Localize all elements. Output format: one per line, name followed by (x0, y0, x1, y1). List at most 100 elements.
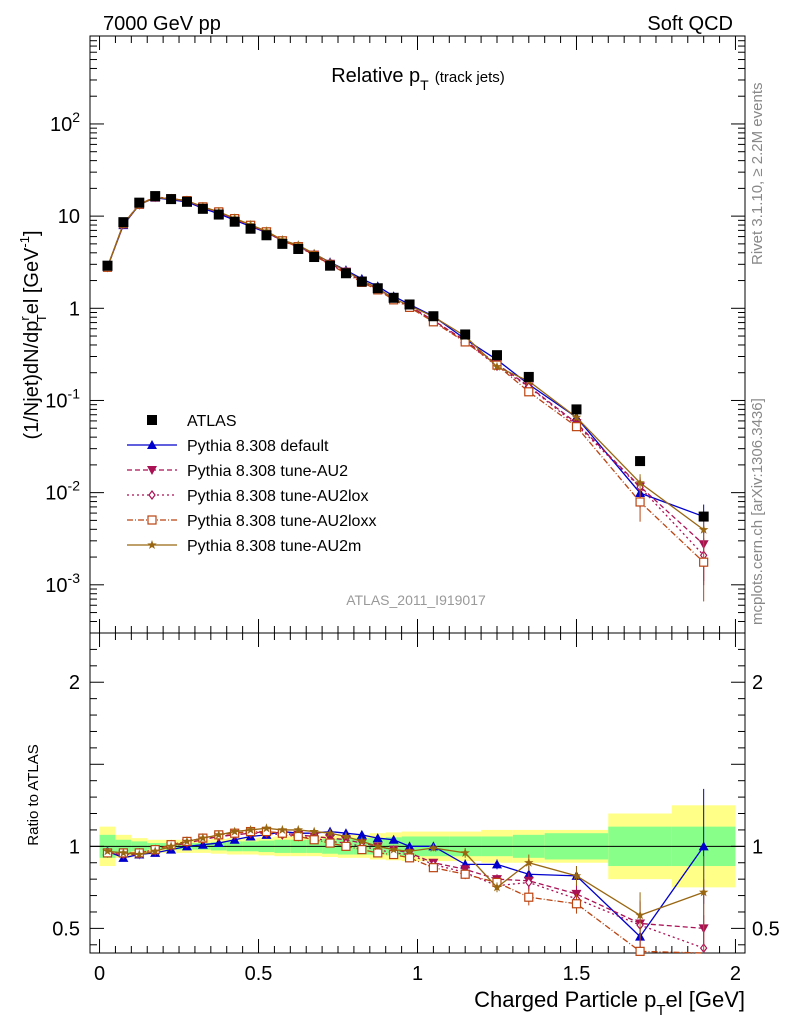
legend-label: Pythia 8.308 tune-AU2 (187, 463, 348, 480)
marker-star (214, 829, 224, 839)
marker-square-open (147, 515, 157, 525)
marker-square (213, 209, 224, 220)
marker-star (404, 846, 415, 856)
marker-star (571, 412, 582, 422)
marker-star (698, 524, 709, 534)
marker-triangle-down (147, 466, 157, 475)
marker-square (245, 223, 256, 234)
marker-square (134, 197, 145, 208)
marker-square (150, 191, 161, 202)
marker-square-open (428, 863, 438, 873)
marker-square (147, 415, 157, 425)
marker-star (182, 836, 192, 846)
marker-square-open (571, 422, 582, 432)
marker-square-open (404, 853, 415, 863)
legend: ATLAS Pythia 8.308 default Pythia 8.308 tu… (127, 413, 376, 555)
marker-square-open (524, 892, 534, 902)
marker-triangle-up (388, 834, 399, 844)
marker-square (388, 292, 399, 303)
header-left: 7000 GeV pp (103, 13, 221, 35)
y-tick-label: 102 (50, 109, 80, 136)
marker-triangle-up (147, 440, 157, 449)
marker-square (698, 511, 709, 522)
marker-star (492, 882, 502, 892)
x-tick-label: 0 (94, 963, 105, 985)
legend-label: ATLAS (187, 413, 237, 430)
x-tick-label: 1 (412, 963, 423, 985)
ratio-y-axis-label: Ratio to ATLAS (25, 744, 42, 845)
legend-label: Pythia 8.308 default (187, 438, 329, 455)
marker-star (261, 823, 272, 833)
marker-star (293, 824, 304, 834)
marker-star (357, 836, 367, 846)
marker-diamond-open (525, 877, 533, 888)
marker-star (325, 828, 335, 838)
marker-star (341, 831, 351, 841)
marker-star (229, 826, 240, 836)
ratio-tick-label-left: 1 (69, 836, 80, 858)
legend-label: Pythia 8.308 tune-AU2m (187, 538, 361, 555)
marker-square (118, 217, 129, 228)
marker-square-open (325, 838, 335, 848)
marker-square (229, 216, 240, 227)
legend-label: Pythia 8.308 tune-AU2lox (187, 488, 368, 505)
marker-square-open (341, 841, 351, 851)
marker-star (309, 826, 319, 836)
marker-star (460, 847, 470, 857)
y-tick-label: 10 (58, 206, 80, 228)
marker-square-open (460, 869, 470, 879)
marker-star (492, 361, 502, 371)
marker-square-open (357, 845, 367, 855)
x-tick-label: 1.5 (563, 963, 591, 985)
marker-square-open (373, 848, 383, 858)
marker-star (245, 824, 256, 834)
rivet-label: Rivet 3.1.10, ≥ 2.2M events (749, 83, 766, 266)
marker-square (309, 252, 320, 263)
marker-square (166, 194, 177, 205)
mcplots-label: mcplots.cern.ch [arXiv:1306.3436] (749, 398, 766, 625)
marker-square (428, 311, 439, 322)
marker-square (356, 276, 367, 287)
ratio-tick-label-left: 0.5 (52, 918, 80, 940)
main-panel: 10-3 10-2 10-1 1 10 102 Relative pT (track jet… (17, 35, 746, 634)
marker-triangle-up (404, 841, 415, 851)
marker-square-open (309, 835, 319, 845)
marker-square (372, 283, 383, 294)
ratio-axis-ticks: 0 0.5 1 1.5 2 0.5 0.5 1 1 2 2 (52, 633, 780, 985)
marker-diamond-open (148, 490, 156, 500)
marker-square (571, 404, 582, 415)
marker-star (428, 842, 439, 853)
marker-square (197, 203, 208, 214)
marker-triangle-up (698, 841, 709, 851)
marker-star (388, 844, 399, 854)
ratio-tick-label-right: 1 (752, 836, 763, 858)
marker-square-open (524, 387, 534, 397)
x-axis-label: Charged Particle pTel [GeV] (474, 987, 745, 1019)
y-tick-label: 1 (69, 298, 80, 320)
header-right: Soft QCD (647, 13, 733, 35)
marker-square (491, 350, 502, 361)
marker-star (134, 849, 145, 859)
marker-square (277, 238, 288, 249)
marker-star (147, 540, 157, 550)
marker-square-open (699, 557, 709, 567)
marker-star (372, 841, 383, 851)
y-axis-label: (1/Njet)dN/dpr Tel [GeV-1] (17, 230, 49, 439)
ratio-tick-label-right: 0.5 (752, 918, 780, 940)
marker-star (102, 846, 113, 856)
marker-triangle-up (213, 838, 224, 848)
y-tick-label: 10-1 (45, 385, 80, 412)
marker-square (261, 230, 272, 241)
marker-square-open (389, 849, 399, 860)
ratio-series (102, 788, 709, 956)
marker-star (150, 846, 160, 856)
marker-square (325, 260, 336, 271)
marker-square-open (293, 831, 303, 842)
marker-star (277, 824, 288, 834)
marker-star (166, 841, 176, 851)
marker-square-open (635, 946, 645, 956)
ratio-tick-label-right: 2 (752, 672, 763, 694)
marker-square (102, 260, 113, 271)
marker-star (571, 870, 582, 880)
